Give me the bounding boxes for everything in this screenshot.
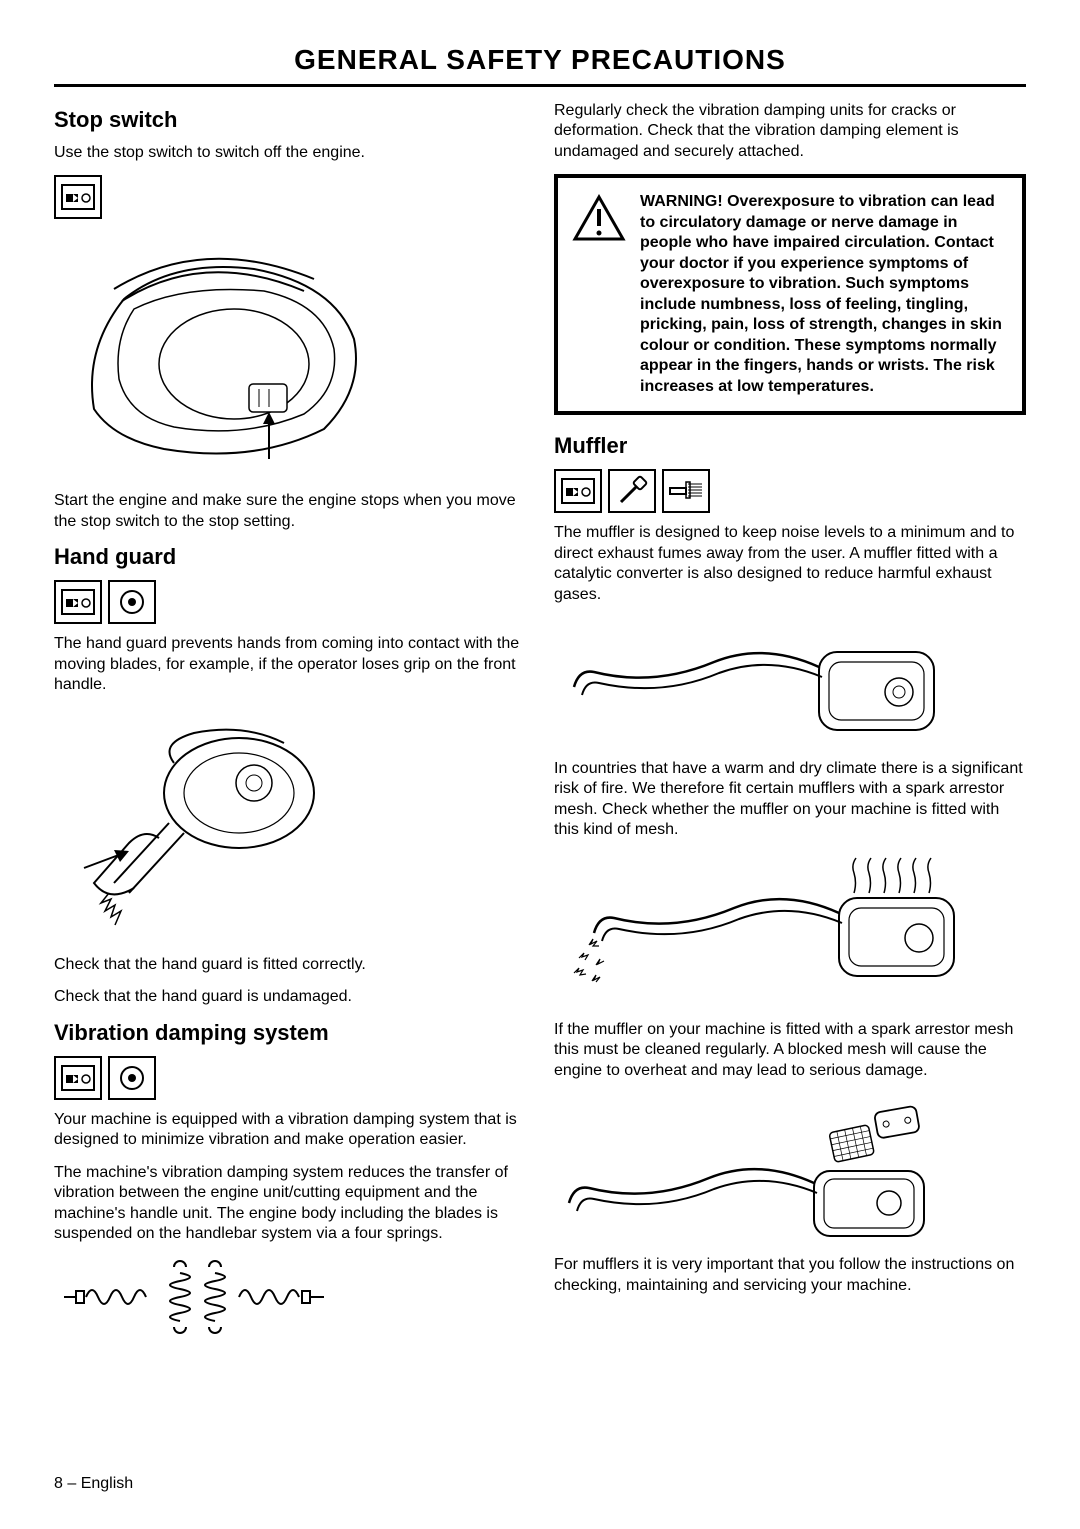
page-title: GENERAL SAFETY PRECAUTIONS [54, 44, 1026, 87]
vibration-warning-box: WARNING! Overexposure to vibration can l… [554, 174, 1026, 415]
vibration-p2: The machine's vibration damping system r… [54, 1163, 526, 1245]
muffler-figure-3-mesh [554, 1093, 1026, 1243]
screwdriver-tool-icon [608, 469, 656, 513]
stop-switch-p2: Start the engine and make sure the engin… [54, 491, 526, 532]
vibration-heading: Vibration damping system [54, 1020, 526, 1046]
muffler-heading: Muffler [554, 433, 1026, 459]
hand-guard-p1: The hand guard prevents hands from comin… [54, 634, 526, 695]
muffler-p2: In countries that have a warm and dry cl… [554, 759, 1026, 841]
page-footer: 8 – English [54, 1475, 133, 1493]
warning-triangle-icon [572, 192, 626, 397]
hand-guard-heading: Hand guard [54, 544, 526, 570]
stop-switch-figure [54, 229, 526, 479]
muffler-p3: If the muffler on your machine is fitted… [554, 1020, 1026, 1081]
stop-switch-p1: Use the stop switch to switch off the en… [54, 143, 526, 163]
muffler-figure-2-sparks [554, 853, 1026, 1008]
hand-guard-p2: Check that the hand guard is fitted corr… [54, 955, 526, 975]
hand-guard-figure [54, 708, 526, 943]
hand-guard-p3: Check that the hand guard is undamaged. [54, 987, 526, 1007]
manual-reference-icon [54, 580, 102, 624]
inspection-target-icon [108, 580, 156, 624]
manual-reference-icon [54, 175, 102, 219]
two-column-layout: Stop switch Use the stop switch to switc… [54, 101, 1026, 1349]
inspection-target-icon [108, 1056, 156, 1100]
hand-guard-icon-row [54, 580, 526, 624]
manual-reference-icon [54, 1056, 102, 1100]
vibration-p1: Your machine is equipped with a vibratio… [54, 1110, 526, 1151]
left-column: Stop switch Use the stop switch to switc… [54, 101, 526, 1349]
manual-reference-icon [554, 469, 602, 513]
vibration-springs-figure [54, 1257, 526, 1337]
brush-tool-icon [662, 469, 710, 513]
muffler-icon-row [554, 469, 1026, 513]
vibration-warning-text: WARNING! Overexposure to vibration can l… [640, 192, 1006, 397]
stop-switch-icon-row [54, 175, 526, 219]
stop-switch-heading: Stop switch [54, 107, 526, 133]
muffler-p4: For mufflers it is very important that y… [554, 1255, 1026, 1296]
vibration-icon-row [54, 1056, 526, 1100]
vibration-check-paragraph: Regularly check the vibration damping un… [554, 101, 1026, 162]
right-column: Regularly check the vibration damping un… [554, 101, 1026, 1349]
muffler-figure-1 [554, 617, 1026, 747]
muffler-p1: The muffler is designed to keep noise le… [554, 523, 1026, 605]
